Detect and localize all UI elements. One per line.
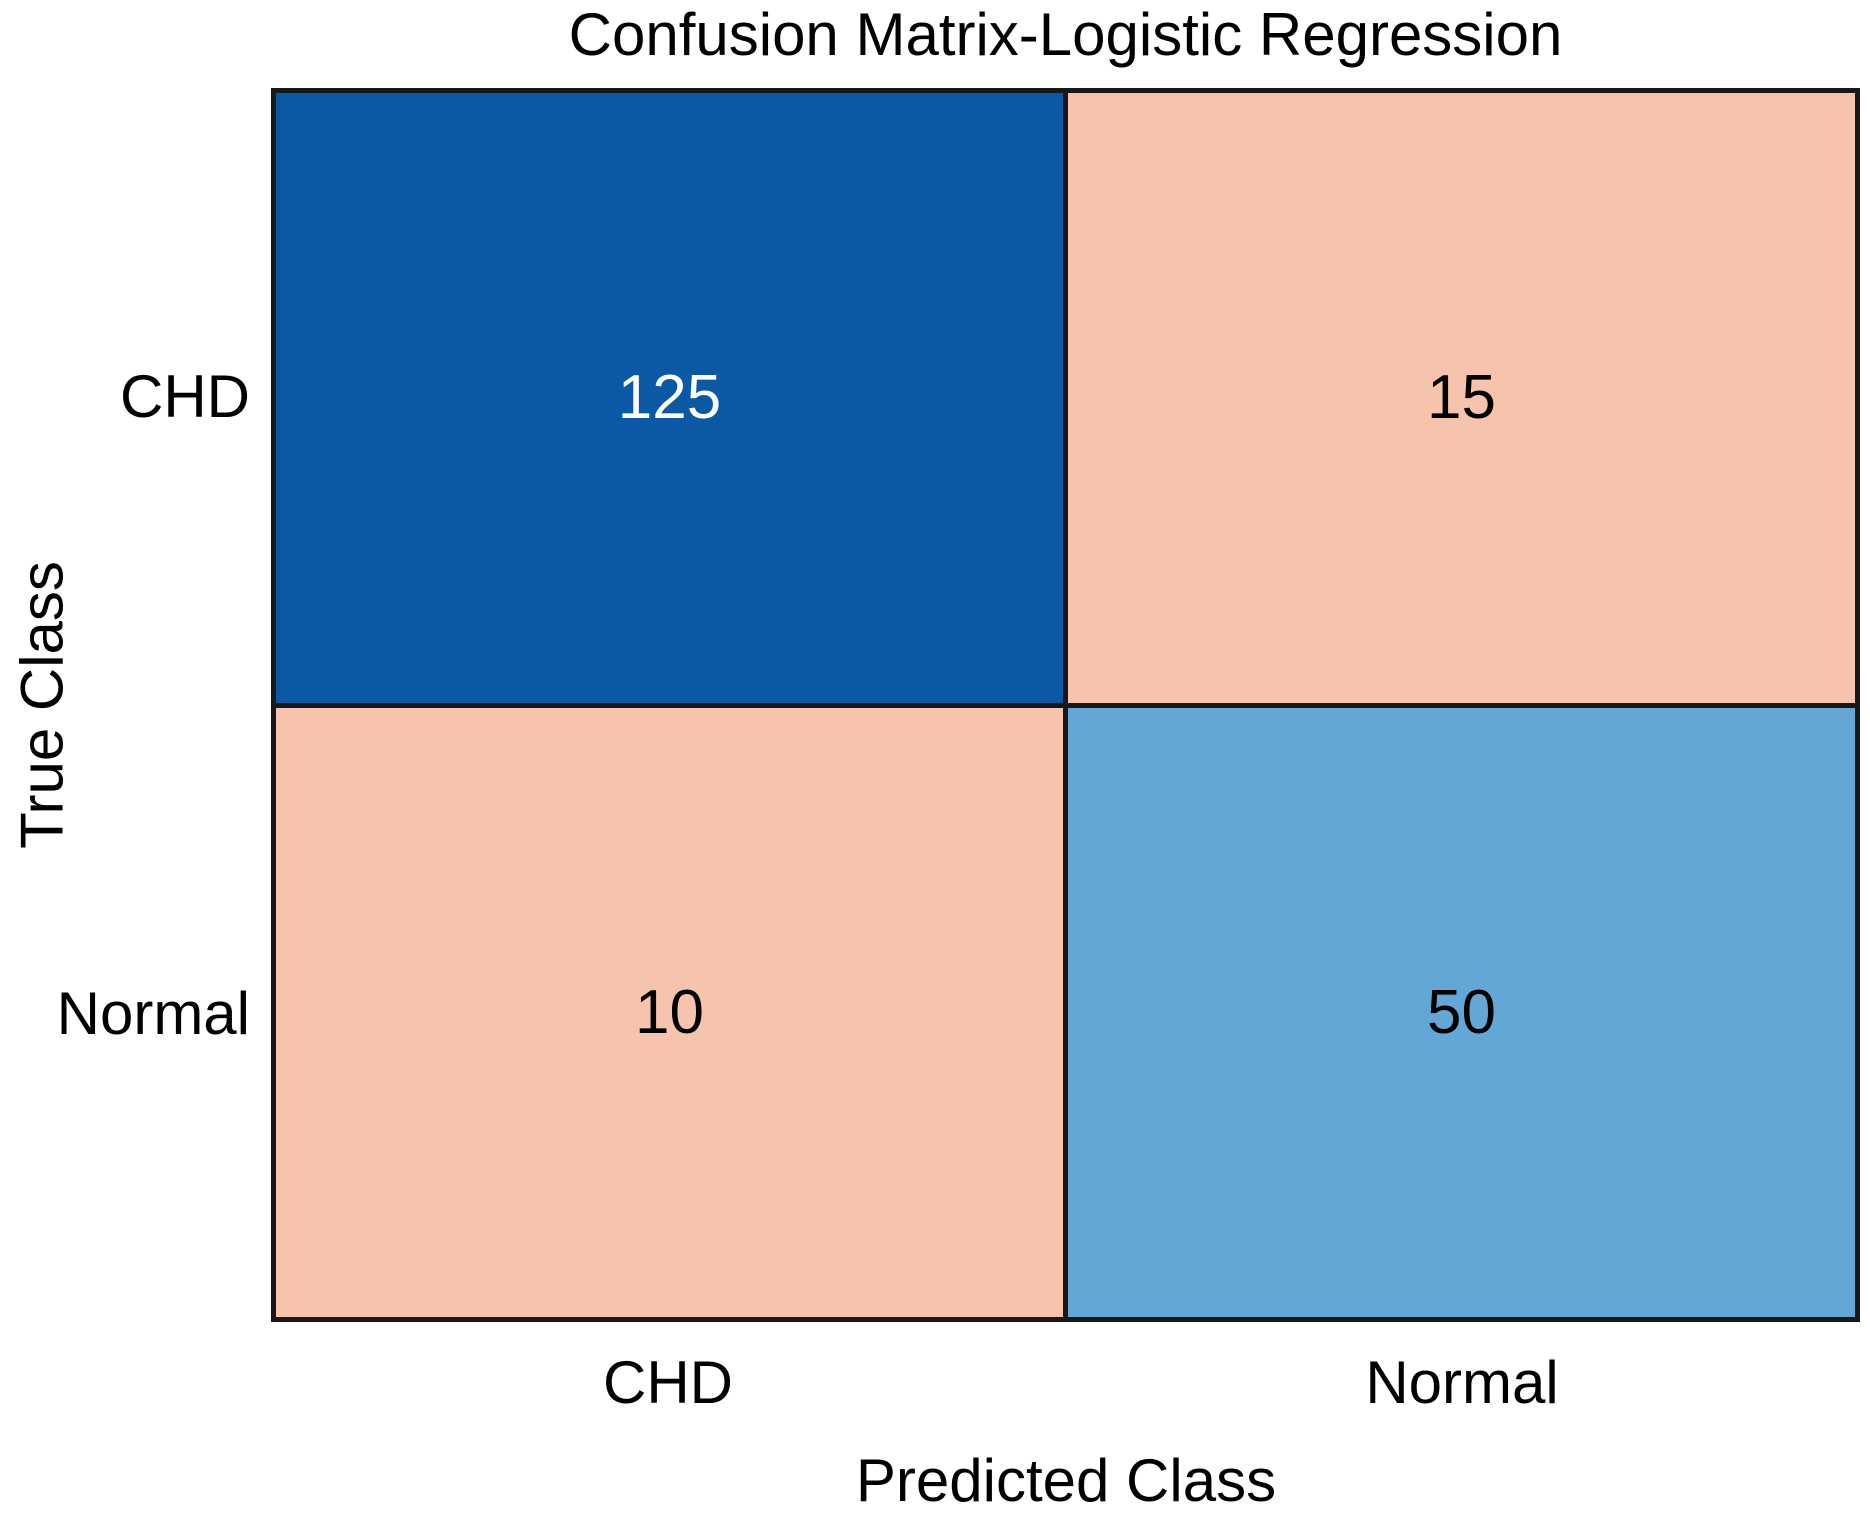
cell-true-normal-pred-normal: 50 — [1068, 707, 1855, 1317]
x-tick-chd: CHD — [603, 1349, 733, 1416]
y-tick-normal: Normal — [56, 980, 250, 1047]
cell-true-normal-pred-chd: 10 — [276, 707, 1063, 1317]
cell-true-chd-pred-normal: 15 — [1068, 93, 1855, 703]
chart-title: Confusion Matrix-Logistic Regression — [568, 1, 1563, 68]
y-tick-chd: CHD — [120, 363, 250, 430]
x-axis-label: Predicted Class — [855, 1447, 1277, 1514]
cell-true-chd-pred-chd: 125 — [276, 93, 1063, 703]
x-tick-normal: Normal — [1365, 1349, 1559, 1416]
y-axis-label: True Class — [8, 561, 76, 849]
matrix-grid: 125 15 10 50 — [271, 88, 1860, 1322]
